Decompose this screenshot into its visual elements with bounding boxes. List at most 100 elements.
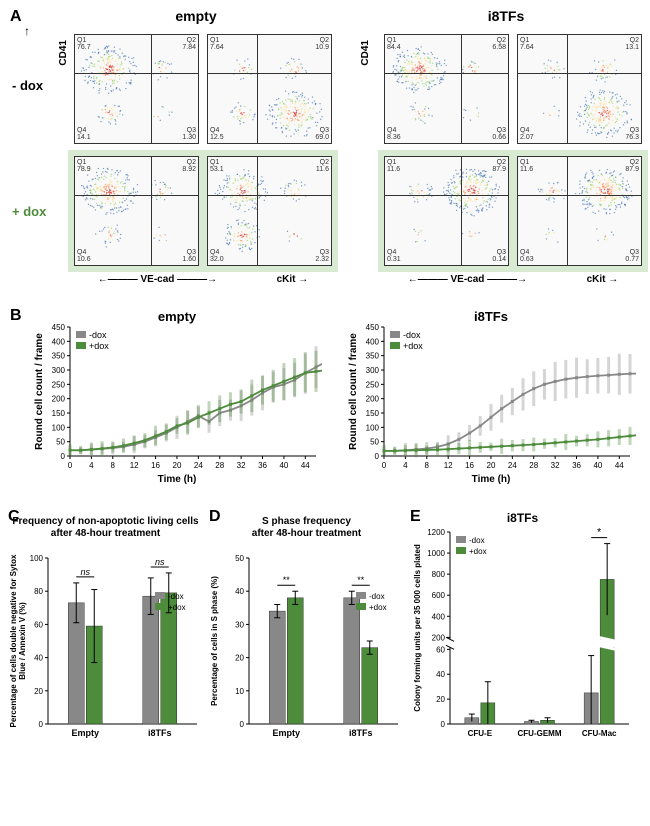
svg-text:16: 16 xyxy=(151,461,160,470)
svg-text:40: 40 xyxy=(593,461,602,470)
svg-text:Blue / Annexin V (%): Blue / Annexin V (%) xyxy=(18,602,27,680)
svg-text:28: 28 xyxy=(529,461,538,470)
svg-text:28: 28 xyxy=(215,461,224,470)
panel-b: B empty050100150200250300350400450048121… xyxy=(8,309,642,504)
svg-text:44: 44 xyxy=(301,461,310,470)
line-chart-i8: i8TFs05010015020025030035040045004812162… xyxy=(346,309,636,484)
svg-text:20: 20 xyxy=(487,461,496,470)
group-title-i8: i8TFs xyxy=(364,8,648,24)
x-axis-vecad-2: ←——— VE-cad ———→ xyxy=(408,274,527,285)
svg-text:Time (h): Time (h) xyxy=(472,474,511,484)
svg-text:Percentage of cells in S phase: Percentage of cells in S phase (%) xyxy=(210,576,219,706)
panel-a: A - dox + dox empty ↑ CD41 Q1 76.7 Q2 7.… xyxy=(8,8,642,303)
svg-text:+dox: +dox xyxy=(403,341,423,351)
svg-text:10: 10 xyxy=(235,687,244,696)
facs-plot: Q1 53.1 Q2 11.6 Q3 2.32 Q4 32.0 xyxy=(207,156,332,266)
svg-text:60: 60 xyxy=(34,620,43,629)
svg-text:50: 50 xyxy=(235,554,244,563)
svg-text:Percentage of cells double neg: Percentage of cells double negative for … xyxy=(9,554,18,727)
svg-text:Time (h): Time (h) xyxy=(158,474,197,484)
svg-text:0: 0 xyxy=(240,720,245,729)
svg-text:CFU-E: CFU-E xyxy=(468,729,493,738)
svg-text:*: * xyxy=(597,527,602,539)
svg-text:+dox: +dox xyxy=(89,341,109,351)
svg-text:empty: empty xyxy=(158,309,197,324)
bar-chart-broken-svg: i8TFs020406020040060080010001200Colony f… xyxy=(410,508,635,748)
svg-text:Empty: Empty xyxy=(71,728,99,738)
svg-text:+dox: +dox xyxy=(168,603,186,612)
svg-text:400: 400 xyxy=(432,612,446,621)
facs-plot: Q1 7.64 Q2 10.9 Q3 69.0 Q4 12.5 xyxy=(207,34,332,144)
svg-text:i8TFs: i8TFs xyxy=(507,511,539,525)
svg-text:24: 24 xyxy=(508,461,517,470)
svg-text:Colony forming units per 35 00: Colony forming units per 35 000 cells pl… xyxy=(413,544,422,712)
svg-text:4: 4 xyxy=(403,461,408,470)
svg-text:400: 400 xyxy=(366,337,380,346)
svg-text:CFU-Mac: CFU-Mac xyxy=(582,729,617,738)
svg-text:40: 40 xyxy=(235,587,244,596)
figure: A - dox + dox empty ↑ CD41 Q1 76.7 Q2 7.… xyxy=(0,0,650,766)
facs-plot: Q1 84.4 Q2 6.58 Q3 0.66 Q4 8.36 xyxy=(384,34,509,144)
svg-text:300: 300 xyxy=(52,366,66,375)
panel-d: D S phase frequencyafter 48-hour treatme… xyxy=(209,508,404,758)
svg-text:16: 16 xyxy=(465,461,474,470)
bar-chart-svg: Frequency of non-apoptotic living cellsa… xyxy=(8,508,203,748)
chart-svg: empty05010015020025030035040045004812162… xyxy=(32,309,322,484)
line-chart-empty: empty05010015020025030035040045004812162… xyxy=(32,309,322,484)
facs-plot: Q1 11.6 Q2 87.9 Q3 0.77 Q4 0.63 xyxy=(517,156,642,266)
svg-text:30: 30 xyxy=(235,620,244,629)
svg-text:0: 0 xyxy=(375,452,380,461)
panel-b-label: B xyxy=(10,307,22,325)
panel-e: E i8TFs020406020040060080010001200Colony… xyxy=(410,508,635,758)
svg-text:350: 350 xyxy=(366,352,380,361)
panel-c: C Frequency of non-apoptotic living cell… xyxy=(8,508,203,758)
svg-text:+dox: +dox xyxy=(369,603,387,612)
svg-text:40: 40 xyxy=(279,461,288,470)
svg-text:12: 12 xyxy=(130,461,139,470)
svg-text:-dox: -dox xyxy=(369,592,385,601)
panel-a-empty-group: empty ↑ CD41 Q1 76.7 Q2 7.84 Q3 1.30 Q4 … xyxy=(54,8,338,303)
svg-text:100: 100 xyxy=(366,423,380,432)
condition-plus-dox: + dox xyxy=(12,204,46,219)
svg-text:Round cell count / frame: Round cell count / frame xyxy=(348,333,359,450)
svg-text:32: 32 xyxy=(551,461,560,470)
y-axis-cd41-2: CD41 xyxy=(360,40,371,66)
svg-text:60: 60 xyxy=(436,645,445,654)
svg-text:400: 400 xyxy=(52,337,66,346)
svg-text:after 48-hour treatment: after 48-hour treatment xyxy=(252,528,362,539)
svg-text:after 48-hour treatment: after 48-hour treatment xyxy=(51,528,161,539)
svg-text:250: 250 xyxy=(366,380,380,389)
svg-text:100: 100 xyxy=(52,423,66,432)
svg-text:ns: ns xyxy=(80,567,90,577)
svg-text:4: 4 xyxy=(89,461,94,470)
svg-text:0: 0 xyxy=(382,461,387,470)
x-axis-vecad: ←——— VE-cad ———→ xyxy=(98,274,217,285)
svg-text:12: 12 xyxy=(444,461,453,470)
x-axis-ckit: cKit → xyxy=(277,274,309,285)
svg-text:50: 50 xyxy=(370,438,379,447)
svg-text:150: 150 xyxy=(52,409,66,418)
svg-text:44: 44 xyxy=(615,461,624,470)
svg-text:+dox: +dox xyxy=(469,547,487,556)
x-axis-ckit-2: cKit → xyxy=(587,274,619,285)
svg-text:Round cell count / frame: Round cell count / frame xyxy=(34,333,45,450)
svg-text:200: 200 xyxy=(366,395,380,404)
svg-text:36: 36 xyxy=(572,461,581,470)
svg-text:-dox: -dox xyxy=(89,330,107,340)
chart-svg: i8TFs05010015020025030035040045004812162… xyxy=(346,309,636,484)
svg-text:150: 150 xyxy=(366,409,380,418)
svg-text:50: 50 xyxy=(56,438,65,447)
svg-text:i8TFs: i8TFs xyxy=(148,728,172,738)
svg-text:i8TFs: i8TFs xyxy=(474,309,508,324)
group-title-empty: empty xyxy=(54,8,338,24)
svg-text:250: 250 xyxy=(52,380,66,389)
svg-text:20: 20 xyxy=(436,695,445,704)
svg-text:600: 600 xyxy=(432,591,446,600)
svg-text:24: 24 xyxy=(194,461,203,470)
panel-d-label: D xyxy=(209,508,221,526)
svg-text:450: 450 xyxy=(52,323,66,332)
svg-text:-dox: -dox xyxy=(168,592,184,601)
svg-text:200: 200 xyxy=(52,395,66,404)
svg-text:200: 200 xyxy=(432,633,446,642)
panel-cde-row: C Frequency of non-apoptotic living cell… xyxy=(8,508,642,758)
